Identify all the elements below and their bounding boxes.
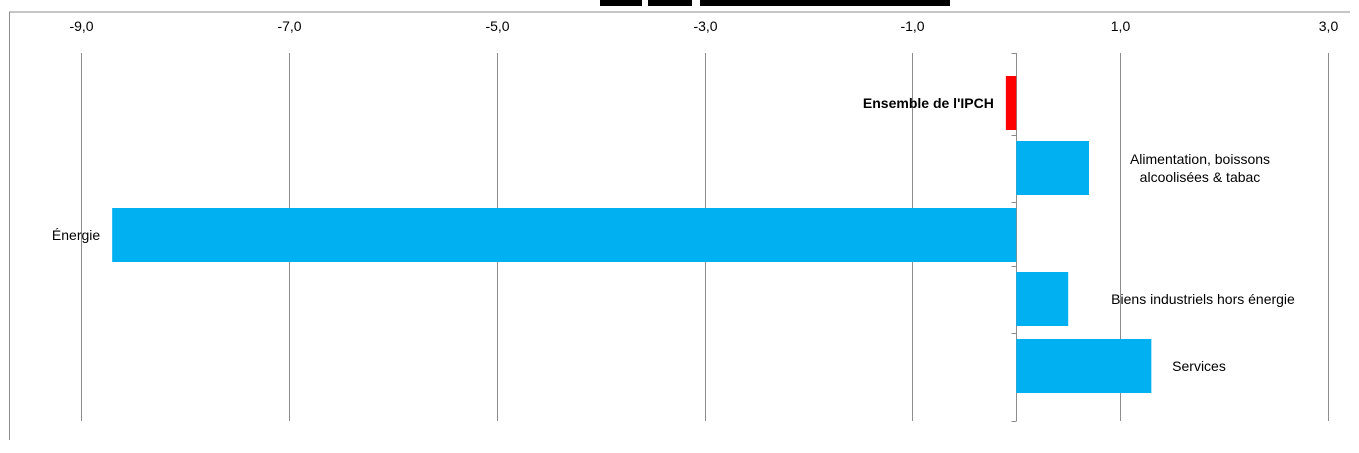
x-tick-label: -3,0 — [693, 18, 717, 34]
x-tick-label: -5,0 — [485, 18, 509, 34]
bar — [1016, 272, 1069, 326]
chart-title-cropped — [600, 0, 950, 6]
category-label: Biens industriels hors énergie — [1111, 291, 1295, 307]
x-tick-label: -9,0 — [69, 18, 93, 34]
category-label: Énergie — [52, 227, 100, 243]
bar — [1016, 339, 1152, 393]
x-tick-label: 1,0 — [1111, 18, 1131, 34]
category-label: Ensemble de l'IPCH — [863, 95, 994, 111]
category-label: Alimentation, boissons — [1130, 151, 1270, 167]
bar — [1016, 141, 1089, 195]
x-tick-label: -7,0 — [277, 18, 301, 34]
bar — [112, 208, 1017, 262]
x-tick-label: 3,0 — [1319, 18, 1339, 34]
x-tick-label: -1,0 — [900, 18, 924, 34]
category-label: Services — [1172, 358, 1226, 374]
bar — [1005, 76, 1017, 130]
category-label: alcoolisées & tabac — [1140, 169, 1261, 185]
plot-area: -9,0 -7,0 -5,0 -3,0 -1,0 1,0 3,0 Ensemble de l'… — [9, 11, 1350, 440]
